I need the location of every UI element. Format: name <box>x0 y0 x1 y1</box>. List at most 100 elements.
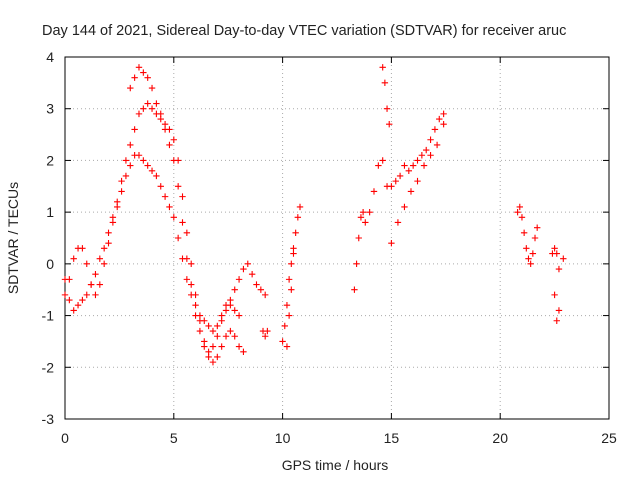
data-point <box>148 105 156 112</box>
data-point <box>92 271 99 278</box>
data-points <box>61 64 567 366</box>
data-point <box>283 302 291 309</box>
data-point <box>227 302 234 309</box>
data-point <box>436 115 443 123</box>
data-point <box>131 74 138 81</box>
data-point <box>61 291 69 299</box>
data-point <box>553 317 560 324</box>
data-point <box>288 260 295 268</box>
grid-lines <box>65 57 609 419</box>
plot-frame <box>64 56 610 420</box>
data-point <box>201 317 208 324</box>
data-point <box>516 203 523 211</box>
data-point <box>79 245 86 252</box>
data-point <box>353 260 360 268</box>
data-point <box>196 312 204 319</box>
data-point <box>179 219 186 226</box>
data-point <box>79 296 86 304</box>
data-point <box>214 353 221 361</box>
data-point <box>359 208 367 216</box>
data-point <box>214 322 221 330</box>
data-point <box>231 333 238 340</box>
data-point <box>379 64 386 71</box>
data-point <box>144 74 151 81</box>
data-point <box>551 245 558 252</box>
y-tick-label: 3 <box>46 101 54 117</box>
data-point <box>144 162 151 169</box>
data-point <box>127 84 134 92</box>
data-point <box>555 265 563 273</box>
data-point <box>205 348 212 355</box>
data-point <box>525 255 532 262</box>
data-point <box>523 245 530 252</box>
x-tick-label: 10 <box>275 430 291 446</box>
data-point <box>70 255 77 262</box>
data-point <box>240 348 247 355</box>
data-point <box>183 255 191 262</box>
data-point <box>70 307 77 314</box>
data-point <box>122 172 130 180</box>
data-point <box>514 208 521 216</box>
data-point <box>560 255 567 262</box>
data-point <box>396 172 404 180</box>
data-point <box>127 162 134 169</box>
data-point <box>261 291 269 299</box>
data-point <box>188 281 195 288</box>
data-series <box>61 100 269 355</box>
data-point <box>388 183 395 190</box>
data-point <box>431 126 439 133</box>
data-point <box>196 327 204 335</box>
data-point <box>114 198 121 205</box>
data-point <box>414 177 421 185</box>
data-point <box>174 234 182 242</box>
x-axis-label: GPS time / hours <box>282 457 389 473</box>
data-point <box>166 141 173 149</box>
x-tick-label: 15 <box>384 430 400 446</box>
data-point <box>183 276 191 283</box>
data-point <box>140 157 147 164</box>
data-point <box>551 291 558 299</box>
data-point <box>157 110 164 118</box>
data-point <box>166 203 173 211</box>
data-point <box>240 265 247 273</box>
data-point <box>188 260 195 268</box>
data-point <box>153 172 160 180</box>
data-point <box>209 327 217 335</box>
x-tick-label: 25 <box>601 430 617 446</box>
data-point <box>144 100 151 107</box>
data-point <box>370 188 378 195</box>
data-point <box>127 141 134 149</box>
x-tick-label: 0 <box>61 430 69 446</box>
data-point <box>292 229 299 237</box>
data-point <box>253 281 260 288</box>
data-point <box>174 183 182 190</box>
data-point <box>294 214 302 221</box>
data-point <box>261 333 269 340</box>
data-point <box>87 281 95 288</box>
data-point <box>440 121 447 128</box>
data-point <box>409 162 417 169</box>
data-point <box>355 234 362 242</box>
data-point <box>283 343 291 350</box>
data-point <box>414 157 421 164</box>
y-tick-label: 4 <box>46 49 54 65</box>
data-point <box>105 239 112 247</box>
data-point <box>209 343 217 350</box>
data-point <box>192 302 199 309</box>
data-point <box>381 79 389 87</box>
x-tick-label: 20 <box>492 430 508 446</box>
data-point <box>440 110 447 118</box>
y-axis-label: SDTVAR / TECUs <box>5 182 21 294</box>
data-point <box>122 157 130 164</box>
data-point <box>118 177 125 185</box>
x-axis-ticks: 0 5 10 15 20 25 <box>61 57 617 446</box>
y-tick-label: -3 <box>42 411 55 427</box>
data-point <box>218 343 225 350</box>
y-tick-label: 2 <box>46 152 54 168</box>
data-series <box>127 64 243 335</box>
data-point <box>92 291 99 299</box>
data-point <box>264 327 271 335</box>
data-point <box>66 296 73 304</box>
data-point <box>109 219 117 226</box>
data-series <box>61 152 247 366</box>
